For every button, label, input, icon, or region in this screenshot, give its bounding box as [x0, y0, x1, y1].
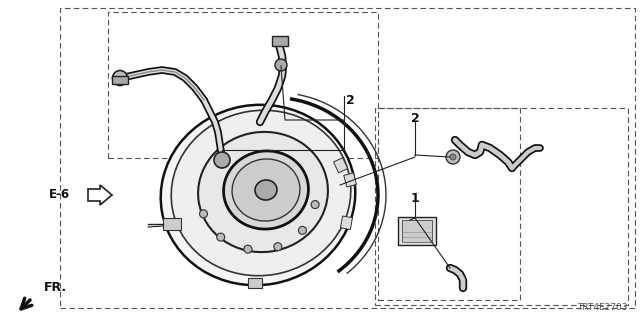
Bar	[112, 76, 128, 84]
Bar	[248, 278, 262, 288]
Bar	[60, 8, 635, 308]
Ellipse shape	[172, 110, 351, 276]
Ellipse shape	[232, 159, 300, 221]
Bar	[402, 220, 432, 242]
Text: TRT4E2703: TRT4E2703	[577, 303, 628, 312]
Circle shape	[214, 152, 230, 168]
Circle shape	[446, 150, 460, 164]
Bar	[163, 218, 181, 230]
Text: 2: 2	[346, 93, 355, 107]
Bar	[272, 36, 288, 46]
Circle shape	[311, 201, 319, 209]
Bar	[108, 12, 378, 158]
Bar	[333, 158, 348, 173]
Bar	[340, 216, 353, 229]
Circle shape	[450, 154, 456, 160]
Bar	[378, 108, 520, 300]
Circle shape	[244, 245, 252, 253]
Circle shape	[217, 233, 225, 241]
Ellipse shape	[255, 180, 277, 200]
Circle shape	[298, 226, 307, 234]
Bar	[398, 217, 436, 245]
Text: 2: 2	[411, 111, 419, 124]
Ellipse shape	[223, 151, 308, 229]
Text: E-6: E-6	[49, 188, 70, 202]
Circle shape	[200, 210, 207, 218]
Text: 1: 1	[411, 191, 419, 204]
Circle shape	[113, 70, 127, 85]
Bar	[344, 173, 356, 187]
Ellipse shape	[161, 105, 355, 285]
Text: FR.: FR.	[44, 281, 67, 294]
Ellipse shape	[198, 132, 328, 252]
Polygon shape	[88, 185, 112, 205]
Bar	[375, 108, 628, 305]
Circle shape	[274, 243, 282, 251]
Circle shape	[275, 59, 287, 71]
